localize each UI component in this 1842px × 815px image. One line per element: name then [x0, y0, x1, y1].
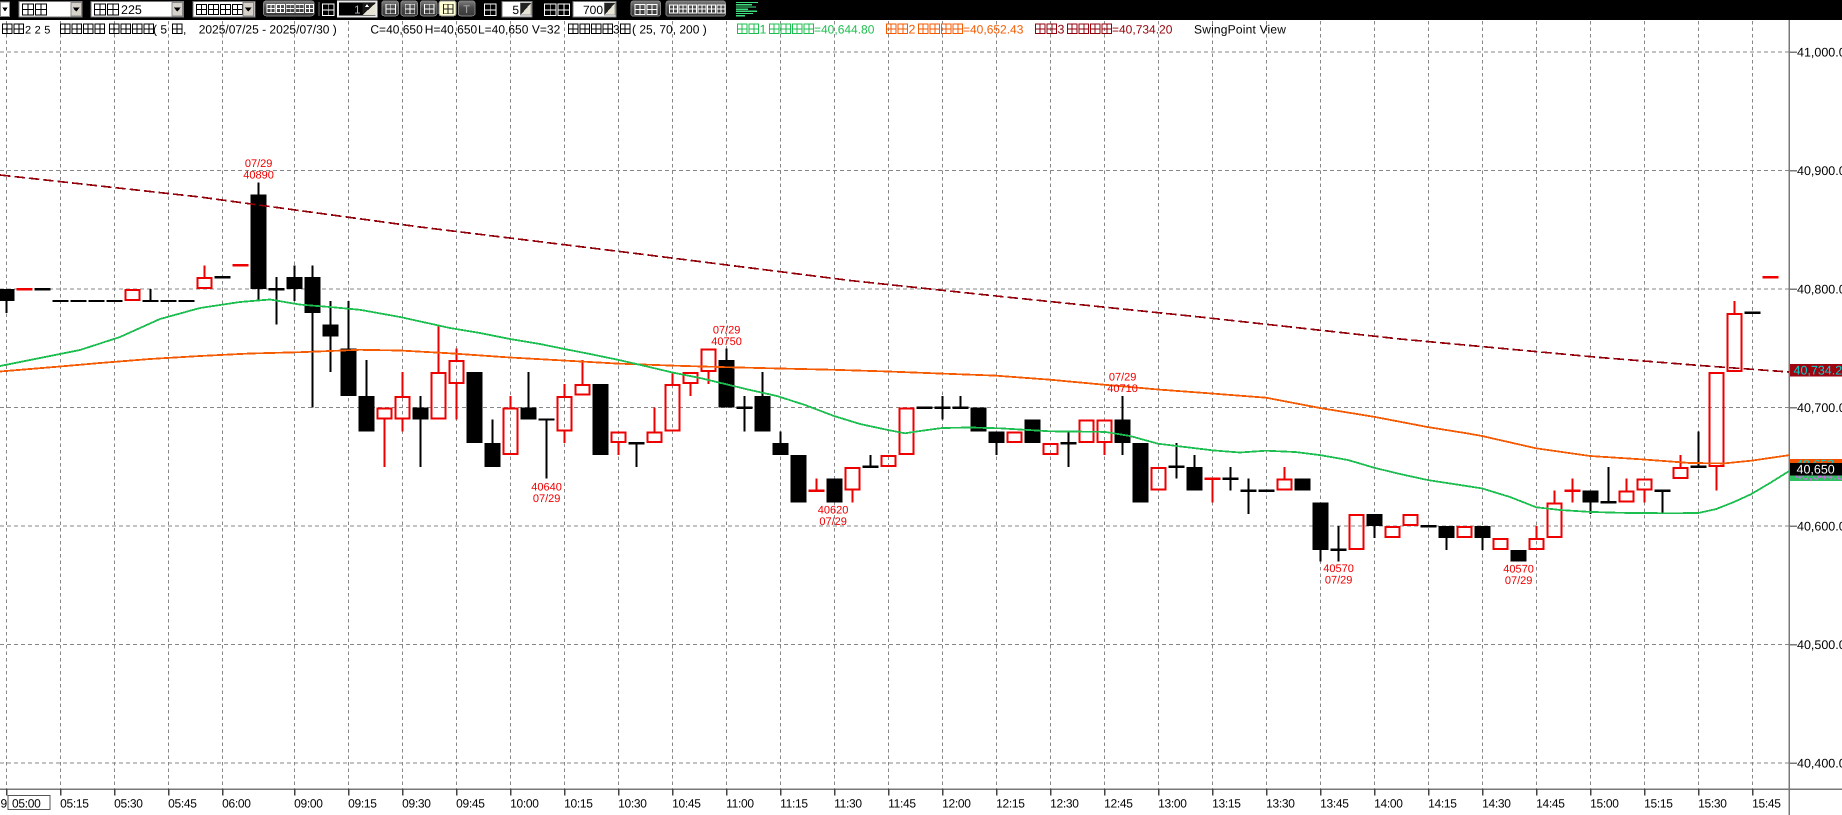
- svg-text:=40,644.80: =40,644.80: [814, 23, 875, 37]
- svg-text:13:45: 13:45: [1320, 797, 1349, 811]
- svg-text:2: 2: [909, 23, 916, 37]
- svg-text:3: 3: [1058, 23, 1065, 37]
- svg-text:15:00: 15:00: [1590, 797, 1619, 811]
- svg-text:40,700.00: 40,700.00: [1797, 401, 1842, 415]
- svg-text:10:45: 10:45: [672, 797, 701, 811]
- svg-text:05:15: 05:15: [60, 797, 89, 811]
- svg-text:225: 225: [121, 3, 142, 17]
- svg-text:40710: 40710: [1107, 383, 1138, 395]
- svg-text:07/29: 07/29: [533, 493, 561, 505]
- svg-text:11:45: 11:45: [888, 797, 916, 811]
- svg-text:14:00: 14:00: [1374, 797, 1403, 811]
- svg-text:( 25, 70, 200 ): ( 25, 70, 200 ): [632, 23, 707, 37]
- svg-text:40640: 40640: [531, 482, 562, 494]
- svg-text:09:15: 09:15: [348, 797, 377, 811]
- svg-text:15:15: 15:15: [1644, 797, 1673, 811]
- svg-text:,: ,: [183, 23, 186, 37]
- svg-text:09:30: 09:30: [402, 797, 431, 811]
- svg-text:=40,652.43: =40,652.43: [963, 23, 1024, 37]
- svg-text:05:45: 05:45: [168, 797, 197, 811]
- svg-text:41,000.00: 41,000.00: [1797, 46, 1842, 60]
- svg-text:3: 3: [613, 23, 620, 37]
- svg-text:12:30: 12:30: [1050, 797, 1079, 811]
- svg-text:13:00: 13:00: [1158, 797, 1187, 811]
- svg-text:07/29: 07/29: [245, 158, 273, 170]
- svg-text:09:00: 09:00: [294, 797, 323, 811]
- svg-text:T: T: [463, 4, 470, 16]
- svg-text:15:45: 15:45: [1752, 797, 1781, 811]
- svg-text:12:00: 12:00: [942, 797, 971, 811]
- svg-text:40,644.8: 40,644.8: [1795, 468, 1842, 482]
- svg-text:40,400.00: 40,400.00: [1797, 757, 1842, 771]
- svg-text:1: 1: [760, 23, 767, 37]
- svg-text:07/29: 07/29: [1325, 575, 1353, 587]
- svg-text:L=40,650: L=40,650: [478, 23, 529, 37]
- svg-text:5: 5: [512, 3, 519, 17]
- svg-text:05:00: 05:00: [12, 797, 41, 811]
- svg-text:H=40,650: H=40,650: [425, 23, 478, 37]
- svg-text:07/29: 07/29: [1505, 575, 1533, 587]
- svg-text:15:30: 15:30: [1698, 797, 1727, 811]
- svg-text:05:30: 05:30: [114, 797, 143, 811]
- svg-text:13:15: 13:15: [1212, 797, 1241, 811]
- svg-text:12:45: 12:45: [1104, 797, 1133, 811]
- svg-text:09:45: 09:45: [456, 797, 485, 811]
- svg-text:40,800.00: 40,800.00: [1797, 283, 1842, 297]
- svg-text:14:15: 14:15: [1428, 797, 1457, 811]
- svg-text:10:00: 10:00: [510, 797, 539, 811]
- svg-text:40570: 40570: [1323, 563, 1354, 575]
- svg-text:2025/07/25 - 2025/07/30 ): 2025/07/25 - 2025/07/30 ): [199, 23, 337, 37]
- svg-text:40,600.00: 40,600.00: [1797, 520, 1842, 534]
- svg-text:V=32: V=32: [532, 23, 561, 37]
- svg-text:10:15: 10:15: [564, 797, 593, 811]
- svg-text:07/29: 07/29: [819, 516, 847, 528]
- svg-text:C=40,650: C=40,650: [370, 23, 423, 37]
- svg-text:225: 225: [25, 25, 54, 37]
- svg-text:11:00: 11:00: [726, 797, 754, 811]
- svg-text:06:00: 06:00: [222, 797, 251, 811]
- svg-text:40570: 40570: [1503, 564, 1534, 576]
- svg-text:SwingPoint View: SwingPoint View: [1194, 23, 1286, 37]
- svg-text:11:15: 11:15: [780, 797, 808, 811]
- svg-text:40890: 40890: [243, 170, 274, 182]
- svg-text:40,652: 40,652: [1796, 458, 1834, 472]
- svg-text:12:15: 12:15: [996, 797, 1025, 811]
- svg-text:700: 700: [583, 3, 603, 17]
- svg-text:13:30: 13:30: [1266, 797, 1295, 811]
- svg-text:40620: 40620: [818, 505, 849, 517]
- svg-text:40,500.00: 40,500.00: [1797, 638, 1842, 652]
- svg-text:40,734.2: 40,734.2: [1794, 363, 1842, 377]
- svg-text:40750: 40750: [711, 336, 742, 348]
- svg-text:10:30: 10:30: [618, 797, 647, 811]
- svg-text:07/29: 07/29: [1109, 372, 1137, 384]
- svg-text:14:30: 14:30: [1482, 797, 1511, 811]
- svg-text:9: 9: [1, 797, 8, 811]
- svg-text:40,900.00: 40,900.00: [1797, 164, 1842, 178]
- svg-text:1: 1: [354, 5, 360, 17]
- svg-text:40,650: 40,650: [1797, 463, 1835, 477]
- svg-text:07/29: 07/29: [713, 325, 741, 337]
- svg-text:11:30: 11:30: [834, 797, 862, 811]
- svg-text:( 5: ( 5: [153, 23, 167, 37]
- svg-text:=40,734.20: =40,734.20: [1112, 23, 1173, 37]
- svg-text:14:45: 14:45: [1536, 797, 1565, 811]
